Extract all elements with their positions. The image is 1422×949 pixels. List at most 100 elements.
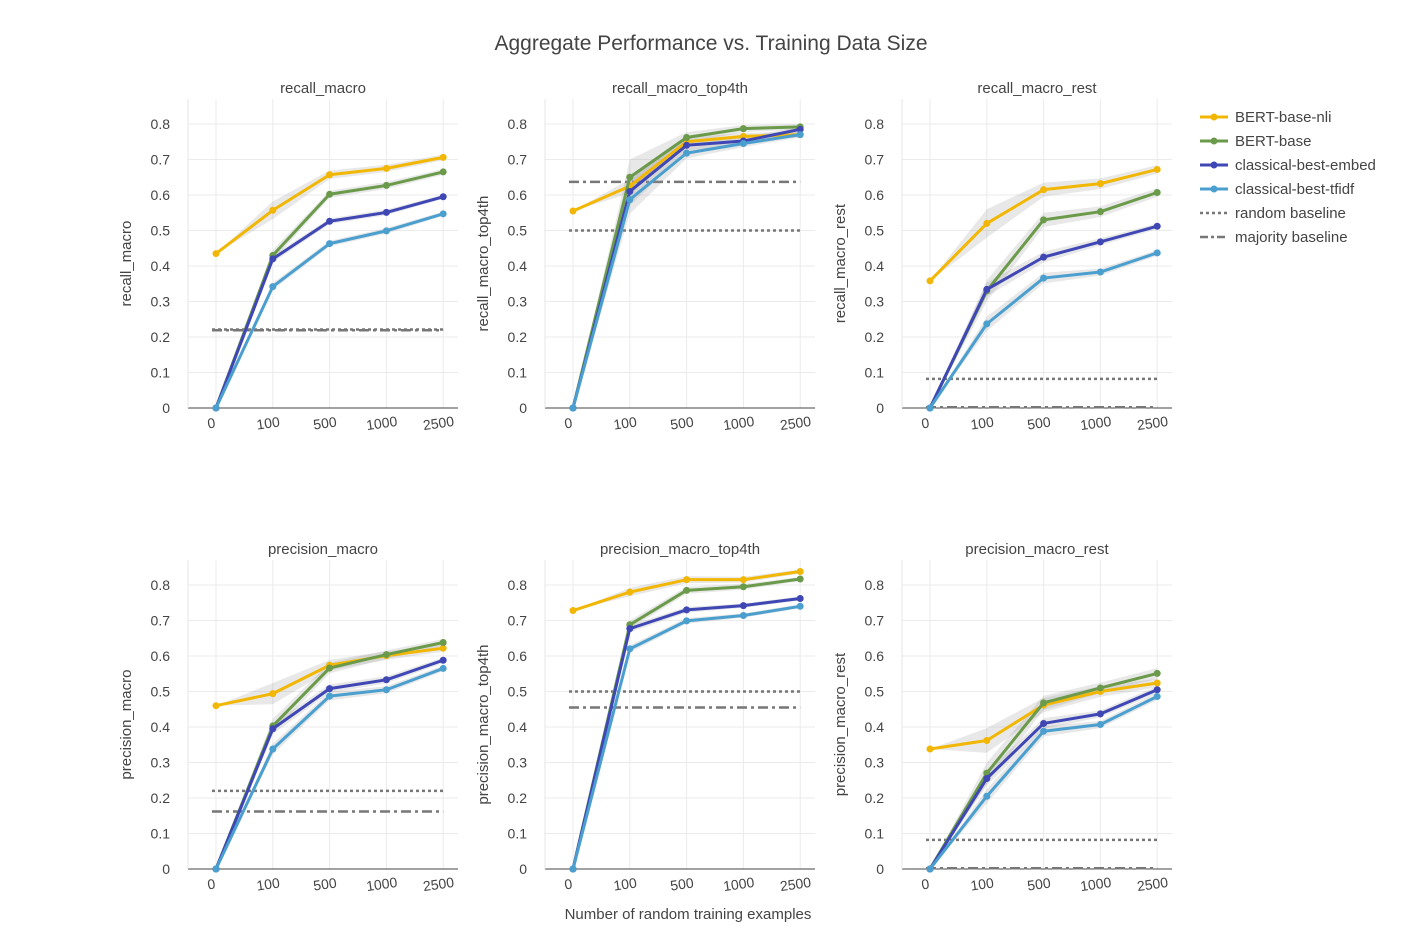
subplot-recall_macro: 0 0.1 0.2 0.3 0.4 0.5 0.6 0.7 0.8 0 100 500 1000 2500… [118, 80, 458, 433]
y-tick-label: 0.4 [151, 258, 171, 274]
data-point [1096, 208, 1104, 216]
x-tick-label: 500 [312, 413, 338, 432]
figure-title: Aggregate Performance vs. Training Data … [494, 32, 927, 55]
data-point [382, 181, 390, 189]
y-axis-title: recall_macro [118, 221, 135, 307]
data-point [739, 602, 747, 610]
x-tick-label: 100 [612, 874, 638, 893]
data-point [983, 736, 991, 744]
legend-item[interactable]: BERT-base-nli [1200, 109, 1331, 126]
x-tick-label: 2500 [779, 874, 812, 894]
legend-marker [1210, 113, 1218, 121]
data-point [1096, 268, 1104, 276]
x-tick-label: 500 [1026, 874, 1052, 893]
y-tick-label: 0.7 [151, 613, 171, 629]
data-point [212, 404, 220, 412]
y-tick-label: 0.5 [508, 684, 528, 700]
x-tick-label: 500 [312, 874, 338, 893]
data-point [796, 131, 804, 139]
data-point [926, 277, 934, 285]
y-axis-title: precision_macro_rest [832, 652, 849, 796]
y-axis-title: recall_macro_top4th [475, 196, 492, 332]
x-tick-label: 500 [1026, 413, 1052, 432]
y-tick-label: 0.4 [865, 719, 885, 735]
legend[interactable]: BERT-base-nli BERT-base classical-best-emb… [1200, 109, 1376, 246]
data-point [1040, 253, 1048, 261]
legend-item[interactable]: BERT-base [1200, 133, 1311, 150]
data-point [1096, 238, 1104, 246]
data-point [1153, 686, 1161, 694]
data-point [269, 690, 277, 698]
y-tick-label: 0.6 [151, 648, 171, 664]
data-point [739, 612, 747, 620]
data-point [1096, 180, 1104, 188]
subplot-precision_macro_rest: 0 0.1 0.2 0.3 0.4 0.5 0.6 0.7 0.8 0 100 500 1000 2500… [832, 541, 1172, 894]
legend-item[interactable]: majority baseline [1200, 229, 1348, 246]
data-point [1040, 216, 1048, 224]
y-tick-label: 0.5 [865, 684, 885, 700]
y-tick-label: 0.2 [865, 790, 885, 806]
y-tick-label: 0.5 [151, 684, 171, 700]
y-tick-label: 0.3 [151, 755, 171, 771]
data-point [326, 664, 334, 672]
legend-label: random baseline [1235, 205, 1346, 222]
x-tick-label: 500 [669, 413, 695, 432]
data-point [1153, 189, 1161, 197]
y-tick-label: 0 [162, 400, 170, 416]
data-point [382, 676, 390, 684]
data-point [1153, 249, 1161, 257]
y-tick-label: 0.4 [508, 719, 528, 735]
x-tick-label: 100 [255, 413, 281, 432]
data-point [796, 594, 804, 602]
y-tick-label: 0.1 [508, 365, 528, 381]
data-point [1153, 165, 1161, 173]
data-point [569, 607, 577, 615]
x-tick-label: 2500 [1136, 874, 1169, 894]
confidence-band [930, 250, 1158, 408]
x-tick-label: 2500 [779, 413, 812, 433]
x-tick-label: 0 [563, 876, 573, 893]
data-point [626, 588, 634, 596]
data-point [626, 173, 634, 181]
y-tick-label: 0.6 [508, 187, 528, 203]
data-point [796, 125, 804, 133]
data-point [326, 171, 334, 179]
y-tick-label: 0 [876, 861, 884, 877]
data-point [439, 168, 447, 176]
legend-item[interactable]: classical-best-embed [1200, 157, 1376, 174]
data-point [626, 196, 634, 204]
legend-label: BERT-base-nli [1235, 109, 1331, 126]
data-point [212, 250, 220, 258]
x-tick-label: 0 [563, 415, 573, 432]
subplot-title: precision_macro_top4th [600, 541, 760, 558]
legend-item[interactable]: classical-best-tfidf [1200, 181, 1355, 198]
data-point [382, 164, 390, 172]
data-point [683, 576, 691, 584]
legend-item[interactable]: random baseline [1200, 205, 1346, 222]
subplot-title: recall_macro_top4th [612, 80, 748, 97]
data-point [983, 219, 991, 227]
data-point [269, 255, 277, 263]
data-point [1040, 727, 1048, 735]
data-point [926, 745, 934, 753]
data-point [439, 664, 447, 672]
data-point [382, 227, 390, 235]
y-tick-label: 0 [519, 861, 527, 877]
data-point [1096, 684, 1104, 692]
data-point [326, 190, 334, 198]
data-point [983, 320, 991, 328]
y-tick-label: 0.1 [508, 826, 528, 842]
data-point [439, 153, 447, 161]
data-point [926, 865, 934, 873]
y-tick-label: 0.5 [151, 223, 171, 239]
y-axis-title: precision_macro [118, 670, 135, 780]
y-tick-label: 0.7 [508, 152, 528, 168]
x-tick-label: 2500 [1136, 413, 1169, 433]
y-tick-label: 0.5 [508, 223, 528, 239]
data-point [439, 656, 447, 664]
subplot-title: recall_macro_rest [977, 80, 1097, 97]
x-tick-label: 1000 [722, 413, 755, 433]
x-tick-label: 1000 [1079, 413, 1112, 433]
y-tick-label: 0.7 [865, 613, 885, 629]
data-point [569, 207, 577, 215]
